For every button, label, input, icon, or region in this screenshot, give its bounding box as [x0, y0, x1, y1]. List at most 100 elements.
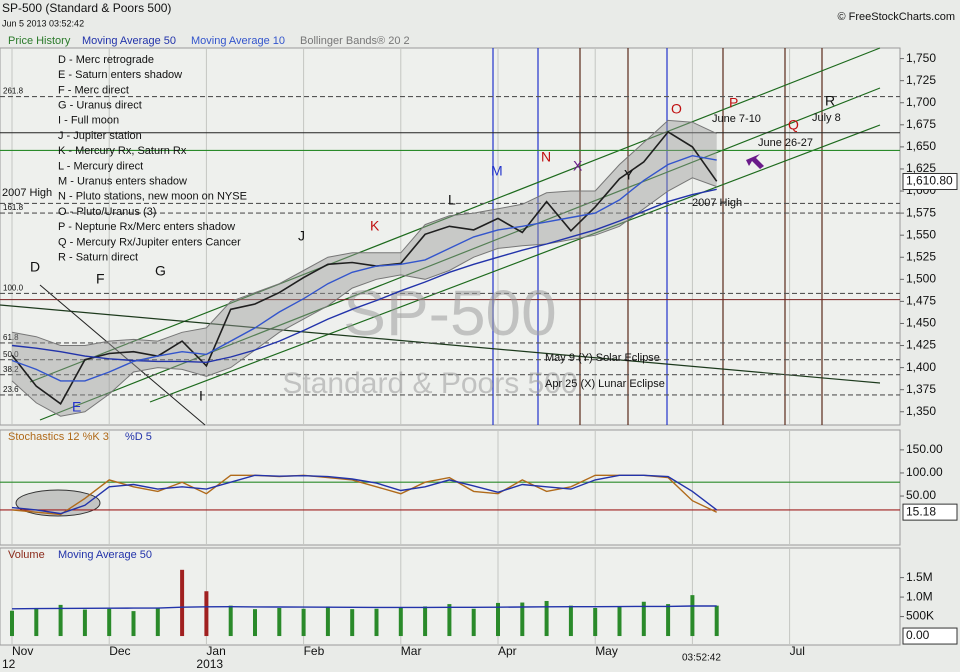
y-tick-label: 1,575 [906, 205, 936, 219]
level-label: 50.0 [3, 350, 19, 359]
volume-bar [714, 605, 719, 637]
last-value-box [902, 627, 958, 645]
y-tick-label: 1,525 [906, 249, 936, 263]
annotation: L [448, 192, 456, 208]
volume-bar [350, 609, 355, 637]
annotation: Apr 25 (X) Lunar Eclipse [545, 378, 665, 390]
annotation: P [729, 95, 738, 111]
level-label: 38.2 [3, 365, 19, 374]
watermark: SP-500 [343, 277, 556, 349]
volume-bar [690, 595, 695, 637]
level-label: 61.8 [3, 333, 19, 342]
volume-bar [58, 604, 63, 637]
volume-bar [593, 607, 598, 637]
level-label: 23.6 [3, 385, 19, 394]
note: O - Pluto/Uranus (3) [58, 206, 156, 218]
x-tick-label: Apr [498, 644, 517, 658]
volume-bar [617, 606, 622, 637]
volume-bar [641, 601, 646, 637]
volume-bar [568, 605, 573, 637]
x-tick-label: Jul [790, 644, 805, 658]
copyright: © FreeStockCharts.com [837, 11, 955, 23]
note: F - Merc direct [58, 84, 129, 96]
note: P - Neptune Rx/Merc enters shadow [58, 221, 235, 233]
annotation: E [72, 399, 81, 415]
note: M - Uranus enters shadow [58, 176, 187, 188]
y-tick-label: 1,700 [906, 95, 936, 109]
level-label: 161.8 [3, 203, 24, 212]
legend-entry: Bollinger Bands® 20 2 [300, 35, 410, 47]
y-tick-label: 1.0M [906, 589, 933, 603]
volume-bar [131, 611, 136, 637]
note: J - Jupiter station [58, 130, 142, 142]
x-tick-sublabel: 2013 [196, 657, 223, 671]
volume-bar [277, 607, 282, 637]
y-tick-label: 500K [906, 609, 934, 623]
note: E - Saturn enters shadow [58, 69, 182, 81]
trend-line [39, 284, 206, 426]
note: K - Mercury Rx, Saturn Rx [58, 145, 187, 157]
note: I - Full moon [58, 115, 119, 127]
y-tick-label: 100.00 [906, 465, 943, 479]
volume-bar [325, 606, 330, 637]
note: L - Mercury direct [58, 160, 143, 172]
legend-entry: Moving Average 50 [58, 549, 152, 561]
band-lower [11, 177, 717, 417]
chart-title: SP-500 (Standard & Poors 500) [2, 1, 171, 15]
series-line [11, 474, 718, 515]
note: G - Uranus direct [58, 100, 142, 112]
annotation: M [491, 163, 503, 179]
band-fill [12, 120, 717, 417]
note: R - Saturn direct [58, 252, 138, 264]
annotation: 2007 High [2, 187, 52, 199]
note: Q - Mercury Rx/Jupiter enters Cancer [58, 236, 241, 248]
timestamp: Jun 5 2013 03:52:42 [2, 18, 84, 28]
y-tick-label: 1,750 [906, 51, 936, 65]
band-upper [11, 119, 717, 346]
x-tick-label: Feb [304, 644, 325, 658]
annotation: May 9 (Y) Solar Eclipse [545, 352, 660, 364]
y-tick-label: 1,425 [906, 338, 936, 352]
y-tick-label: 1,625 [906, 161, 936, 175]
volume-bar [374, 608, 379, 637]
legend-entry: %D 5 [125, 431, 152, 443]
x-tick-sublabel: 12 [2, 657, 16, 671]
trend-line [149, 124, 881, 403]
y-tick-label: 1,725 [906, 73, 936, 87]
annotation: J [298, 228, 305, 244]
volume-bar [398, 607, 403, 637]
series-line [11, 154, 717, 382]
y-tick-label: 1,650 [906, 139, 936, 153]
x-tick-label: Nov [12, 644, 33, 658]
legend-entry: Stochastics 12 %K 3 [8, 431, 109, 443]
legend-entry: Price History [8, 35, 71, 47]
annotation: Q [788, 117, 799, 133]
volume-bar [228, 605, 233, 637]
annotation: R [825, 93, 835, 109]
series-line [11, 605, 717, 610]
annotation: G [155, 263, 166, 279]
y-tick-label: 1,550 [906, 227, 936, 241]
level-label: 100.0 [3, 284, 24, 293]
price-panel [0, 47, 901, 426]
annotation: F [96, 271, 105, 287]
volume-bar [520, 602, 525, 637]
volume-bar [34, 607, 39, 637]
annotation: June 7-10 [712, 113, 761, 125]
volume-bar [666, 604, 671, 637]
volume-bar [10, 610, 14, 637]
annotation: July 8 [812, 112, 841, 124]
volume-bar [423, 606, 428, 637]
y-tick-label: 150.00 [906, 442, 943, 456]
annotation: N [541, 149, 551, 165]
legend-entry: Moving Average 10 [191, 35, 285, 47]
series-line [11, 474, 717, 516]
volume-bar [155, 607, 160, 637]
annotation: I [199, 388, 203, 404]
annotation: O [671, 101, 682, 117]
annotation: Y [624, 167, 634, 183]
note: D - Merc retrograde [58, 54, 154, 66]
x-tick-label: Jan [206, 644, 225, 658]
y-tick-label: 1,675 [906, 117, 936, 131]
